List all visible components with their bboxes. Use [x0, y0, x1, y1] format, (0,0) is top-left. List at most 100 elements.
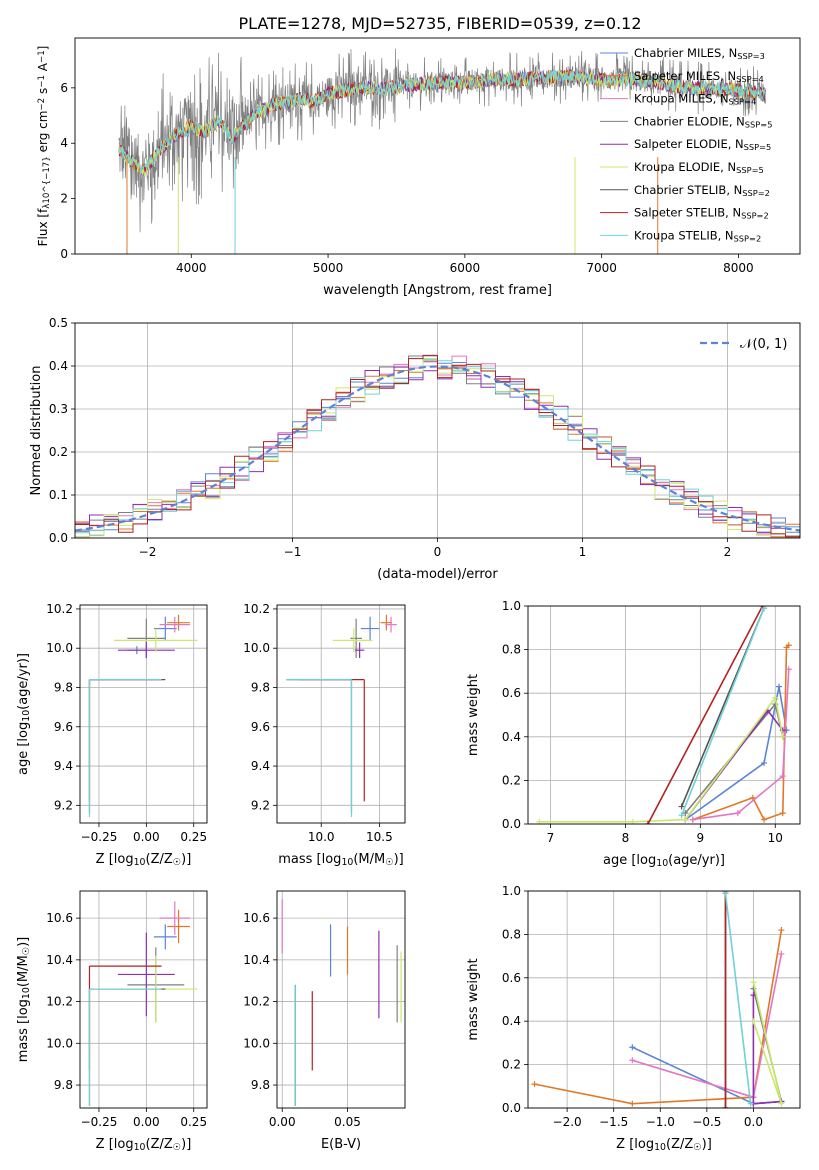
label-part: Chabrier ELODIE, N: [634, 114, 745, 128]
x-tick-label: −1.0: [646, 1115, 675, 1129]
legend-entry: Chabrier ELODIE, NSSP=5: [634, 114, 772, 129]
y-tick-label: 0.2: [49, 445, 68, 459]
legend-entry: Kroupa STELIB, NSSP=2: [634, 228, 761, 243]
legend-entry: Salpeter MILES, NSSP=4: [634, 69, 764, 84]
label-part: 10: [134, 857, 146, 868]
weight-line: [692, 669, 790, 821]
label-part: 10: [656, 858, 668, 869]
weight-line: [724, 893, 752, 1104]
y-tick-label: 10.0: [46, 641, 73, 655]
weight-marker: [734, 810, 741, 817]
label-part: )]: [16, 937, 31, 947]
panel-residuals: −2 −1 0 1 2 0.0 0.1 0.2 0.3 0.4 0.5 (data-model)/er…: [29, 316, 801, 582]
weight-marker: [761, 759, 768, 766]
label-part: ☉: [173, 1142, 181, 1153]
label-part: SSP=5: [736, 165, 764, 175]
weight-line: [680, 607, 765, 816]
x-tick-label: 0.00: [133, 830, 160, 844]
weight-marker: [779, 810, 786, 817]
label-part: 10: [654, 1142, 666, 1153]
x-tick-label: 10.0: [308, 830, 335, 844]
label-part: 10: [134, 1142, 146, 1153]
label-part: Salpeter ELODIE, N: [634, 137, 744, 151]
weight-marker: [629, 1100, 636, 1107]
axes-frame: [79, 890, 208, 1109]
axes-frame: [74, 322, 801, 539]
x-axis-label: mass [log10(M/M☉)]: [278, 852, 404, 868]
plot-area: [286, 614, 397, 818]
label-part: A: [36, 62, 50, 75]
label-part: SSP=4: [736, 74, 764, 84]
y-tick-label: 0.4: [502, 1014, 521, 1028]
label-part: erg cm: [36, 111, 50, 157]
plot-area: [75, 354, 800, 538]
plot-area: [88, 901, 198, 1106]
weight-marker: [644, 821, 651, 824]
x-tick-label: 9: [697, 831, 705, 845]
y-tick-label: 0.4: [502, 730, 521, 744]
x-axis-label: (data-model)/error: [377, 567, 498, 582]
x-tick-label: 0.00: [133, 1115, 160, 1129]
x-tick-label: 10: [768, 831, 783, 845]
x-tick-label: 8: [622, 831, 630, 845]
y-tick-label: 0.0: [502, 817, 521, 831]
y-axis-label: Flux [fλ10^{−17} erg cm−2 s−1 A−1]: [36, 46, 52, 247]
label-part: Kroupa MILES, N: [634, 92, 729, 106]
label-part: Salpeter STELIB, N: [634, 206, 741, 220]
y-tick-label: 9.8: [251, 1078, 270, 1092]
y-tick-label: 0.4: [49, 359, 68, 373]
plot-area: [281, 899, 402, 1106]
y-tick-label: 10.6: [243, 911, 270, 925]
label-part: Chabrier STELIB, N: [634, 183, 742, 197]
x-tick-label: 0.00: [269, 1115, 296, 1129]
weight-line: [752, 981, 783, 1104]
label-part: SSP=2: [734, 233, 762, 243]
y-tick-label: 1.0: [502, 884, 521, 898]
y-tick-label: 4: [60, 136, 68, 150]
weight-marker: [629, 1057, 636, 1064]
legend-entry: Salpeter ELODIE, NSSP=5: [634, 137, 771, 152]
weight-marker: [785, 642, 792, 649]
y-tick-label: 9.8: [54, 680, 73, 694]
y-tick-label: 0.8: [502, 927, 521, 941]
y-tick-label: 10.0: [46, 1036, 73, 1050]
weight-marker: [779, 733, 786, 740]
axes-frame: [527, 890, 801, 1109]
axes-frame: [74, 37, 801, 255]
y-tick-label: 0.2: [502, 773, 521, 787]
weight-marker: [785, 666, 792, 673]
label-part: Chabrier MILES, N: [634, 46, 737, 60]
label-part: Salpeter MILES, N: [634, 69, 736, 83]
y-tick-label: 10.2: [243, 995, 270, 1009]
panel-age_vs_mass: 10.0 10.5 9.2 9.4 9.6 9.8 10.0 10.2 mass [log10(…: [243, 602, 406, 868]
legend-entry: Chabrier STELIB, NSSP=2: [634, 183, 770, 198]
y-axis-label: Normed distribution: [29, 366, 44, 496]
residual-histogram: [75, 355, 800, 538]
weight-marker: [531, 1081, 538, 1088]
x-tick-label: 7000: [586, 261, 617, 275]
y-tick-label: 0.6: [502, 971, 521, 985]
weight-marker: [779, 773, 786, 780]
x-axis-label: E(B-V): [321, 1137, 361, 1152]
y-tick-label: 9.8: [54, 1078, 73, 1092]
x-tick-label: −2: [139, 545, 157, 559]
panel-mass_vs_Z: −0.25 0.00 0.259.810.010.210.410.6Z [log10…: [16, 890, 208, 1153]
panel-age_vs_Z: −0.25 0.00 0.259.29.49.69.810.010.2Z [log1…: [16, 602, 208, 868]
weight-marker: [689, 816, 696, 823]
y-tick-label: 9.4: [54, 759, 73, 773]
weight-marker: [750, 1018, 757, 1025]
label-part: SSP=5: [744, 142, 772, 152]
model-spectrum-line: [118, 69, 766, 174]
y-tick-label: 10.4: [46, 953, 73, 967]
label-part: SSP=2: [741, 211, 769, 221]
y-tick-label: 0.6: [502, 686, 521, 700]
label-part: ☉: [173, 857, 181, 868]
weight-line: [692, 644, 790, 821]
y-tick-label: 9.6: [251, 720, 270, 734]
x-tick-label: −0.25: [81, 1115, 118, 1129]
weight-marker: [778, 950, 785, 957]
legend-entry: 𝒩(0, 1): [740, 337, 787, 352]
y-tick-label: 0.0: [49, 531, 68, 545]
